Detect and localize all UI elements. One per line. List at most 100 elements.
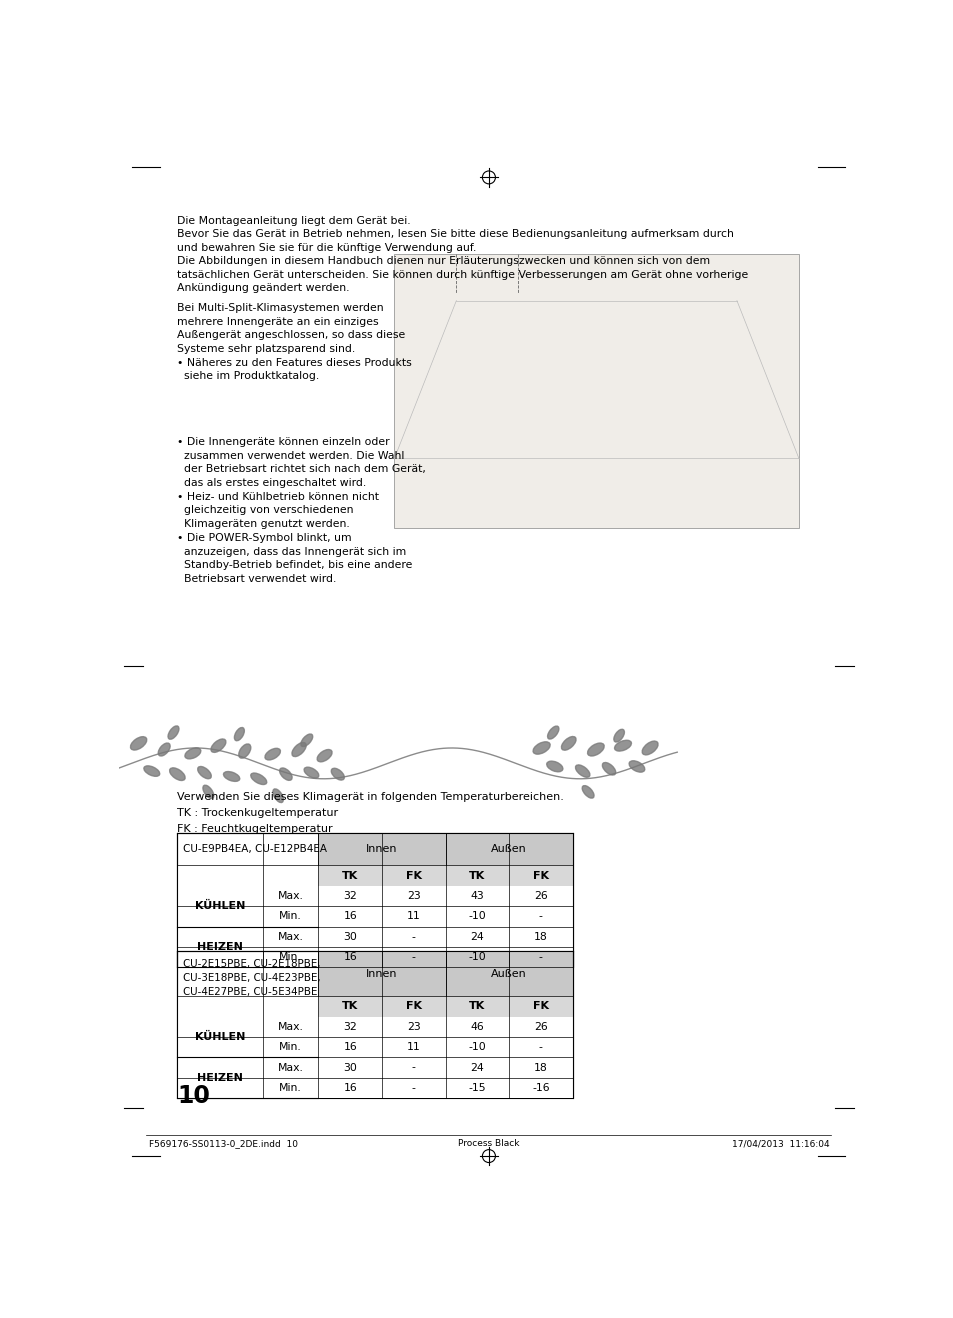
Ellipse shape <box>168 726 179 739</box>
Text: gleichzeitig von verschiedenen: gleichzeitig von verschiedenen <box>177 505 354 515</box>
Text: Standby-Betrieb befindet, bis eine andere: Standby-Betrieb befindet, bis eine ander… <box>177 560 413 571</box>
Text: 43: 43 <box>470 891 484 902</box>
Text: der Betriebsart richtet sich nach dem Gerät,: der Betriebsart richtet sich nach dem Ge… <box>177 464 426 474</box>
Bar <box>509 996 572 1016</box>
Text: 32: 32 <box>343 891 356 902</box>
Ellipse shape <box>131 737 147 750</box>
Ellipse shape <box>170 768 185 780</box>
Text: Die Montageanleitung liegt dem Gerät bei.: Die Montageanleitung liegt dem Gerät bei… <box>177 216 411 225</box>
Text: Process Black: Process Black <box>457 1139 519 1148</box>
Ellipse shape <box>223 771 239 782</box>
Bar <box>177 886 262 927</box>
Text: -: - <box>412 952 416 962</box>
Text: Min.: Min. <box>279 1083 301 1093</box>
Text: 30: 30 <box>343 932 356 942</box>
Text: Max.: Max. <box>277 932 303 942</box>
Text: TK: TK <box>469 1002 485 1011</box>
Ellipse shape <box>251 774 267 784</box>
Ellipse shape <box>546 760 562 772</box>
Text: -: - <box>538 1043 542 1052</box>
Text: Bei Multi-Split-Klimasystemen werden: Bei Multi-Split-Klimasystemen werden <box>177 303 384 312</box>
Text: zusammen verwendet werden. Die Wahl: zusammen verwendet werden. Die Wahl <box>177 451 404 460</box>
Ellipse shape <box>158 743 170 757</box>
Text: -: - <box>412 1062 416 1073</box>
Text: CU-4E27PBE, CU-5E34PBE: CU-4E27PBE, CU-5E34PBE <box>183 987 316 996</box>
Text: Außen: Außen <box>491 844 526 854</box>
Text: 16: 16 <box>343 952 356 962</box>
Bar <box>177 1016 572 1037</box>
Text: 11: 11 <box>406 911 420 921</box>
Ellipse shape <box>203 786 213 799</box>
Text: mehrere Innengeräte an ein einziges: mehrere Innengeräte an ein einziges <box>177 316 378 327</box>
Text: -: - <box>538 952 542 962</box>
Text: F569176-SS0113-0_2DE.indd  10: F569176-SS0113-0_2DE.indd 10 <box>149 1139 297 1148</box>
Text: FK : Feuchtkugeltemperatur: FK : Feuchtkugeltemperatur <box>177 824 333 834</box>
Ellipse shape <box>601 763 615 775</box>
Text: 23: 23 <box>406 1021 420 1032</box>
Text: Klimageräten genutzt werden.: Klimageräten genutzt werden. <box>177 519 350 529</box>
Text: Max.: Max. <box>277 891 303 902</box>
Text: • Die POWER-Symbol blinkt, um: • Die POWER-Symbol blinkt, um <box>177 532 352 543</box>
Bar <box>394 254 798 527</box>
Text: Außen: Außen <box>491 969 526 979</box>
Text: 16: 16 <box>343 911 356 921</box>
Text: TK: TK <box>342 870 358 880</box>
Bar <box>177 1037 572 1057</box>
Text: Betriebsart verwendet wird.: Betriebsart verwendet wird. <box>177 573 336 584</box>
Text: 18: 18 <box>534 1062 547 1073</box>
Text: Innen: Innen <box>366 969 397 979</box>
Text: -: - <box>538 911 542 921</box>
Text: 23: 23 <box>406 891 420 902</box>
Bar <box>445 866 509 886</box>
Ellipse shape <box>144 766 159 776</box>
Text: • Näheres zu den Features dieses Produkts: • Näheres zu den Features dieses Produkt… <box>177 357 412 368</box>
Text: 18: 18 <box>534 932 547 942</box>
Text: 24: 24 <box>470 1062 484 1073</box>
Text: -10: -10 <box>468 952 486 962</box>
Text: das als erstes eingeschaltet wird.: das als erstes eingeschaltet wird. <box>177 478 366 488</box>
Ellipse shape <box>575 764 589 778</box>
Text: Max.: Max. <box>277 1062 303 1073</box>
Ellipse shape <box>211 739 226 753</box>
Text: -15: -15 <box>468 1083 486 1093</box>
Ellipse shape <box>273 789 283 803</box>
Bar <box>177 1016 262 1057</box>
Ellipse shape <box>279 768 292 780</box>
Text: FK: FK <box>533 1002 548 1011</box>
Ellipse shape <box>300 734 313 746</box>
Text: Bevor Sie das Gerät in Betrieb nehmen, lesen Sie bitte diese Bedienungsanleitung: Bevor Sie das Gerät in Betrieb nehmen, l… <box>177 229 734 240</box>
Text: TK: TK <box>342 1002 358 1011</box>
Text: Verwenden Sie dieses Klimagerät in folgenden Temperaturbereichen.: Verwenden Sie dieses Klimagerät in folge… <box>177 792 563 801</box>
Ellipse shape <box>533 742 550 754</box>
Text: 32: 32 <box>343 1021 356 1032</box>
Text: -10: -10 <box>468 911 486 921</box>
Ellipse shape <box>587 743 603 757</box>
Text: 11: 11 <box>406 1043 420 1052</box>
Ellipse shape <box>614 741 631 751</box>
Text: 24: 24 <box>470 932 484 942</box>
Text: HEIZEN: HEIZEN <box>197 942 243 952</box>
Text: FK: FK <box>533 870 548 880</box>
Bar <box>177 996 318 1016</box>
Text: Die Abbildungen in diesem Handbuch dienen nur Erläuterungszwecken und können sic: Die Abbildungen in diesem Handbuch diene… <box>177 256 710 266</box>
Bar <box>177 1057 262 1098</box>
Bar <box>177 833 572 967</box>
Ellipse shape <box>331 768 344 780</box>
Text: HEIZEN: HEIZEN <box>197 1073 243 1083</box>
Bar <box>177 952 572 1098</box>
Bar <box>445 952 572 996</box>
Bar <box>177 1078 572 1098</box>
Text: Außengerät angeschlossen, so dass diese: Außengerät angeschlossen, so dass diese <box>177 331 405 340</box>
Bar <box>177 927 262 967</box>
Text: 10: 10 <box>177 1085 210 1108</box>
Text: CU-E9PB4EA, CU-E12PB4EA: CU-E9PB4EA, CU-E12PB4EA <box>183 844 327 854</box>
Ellipse shape <box>641 741 658 755</box>
Ellipse shape <box>197 767 211 779</box>
Bar <box>318 996 381 1016</box>
Text: TK: TK <box>469 870 485 880</box>
Text: KÜHLEN: KÜHLEN <box>194 902 245 911</box>
Ellipse shape <box>613 729 624 742</box>
Ellipse shape <box>561 737 576 750</box>
Bar <box>177 927 572 946</box>
Ellipse shape <box>292 742 306 757</box>
